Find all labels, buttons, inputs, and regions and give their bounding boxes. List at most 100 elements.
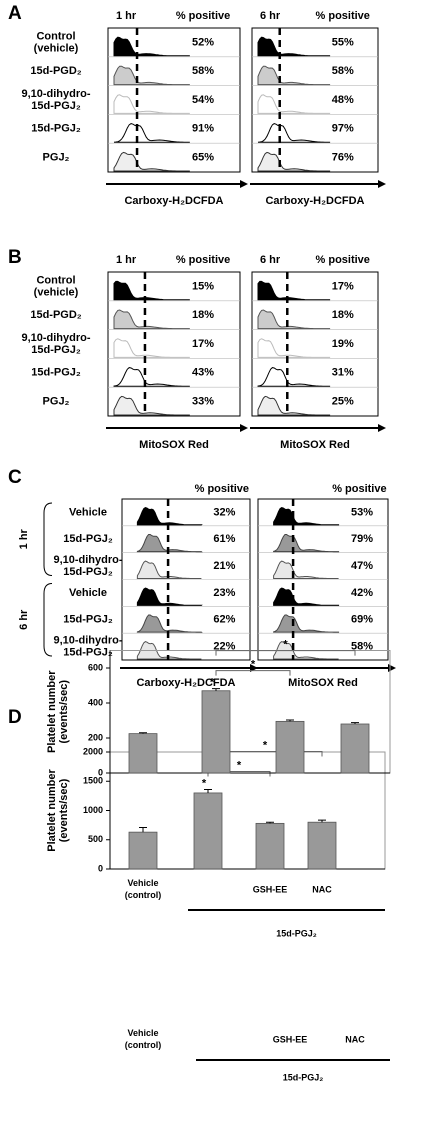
column-header: % positive <box>316 254 370 266</box>
row-label: PGJ₂ <box>43 396 70 408</box>
significance-star: * <box>210 677 215 689</box>
bar <box>193 792 223 870</box>
percent-positive: 42% <box>351 587 373 599</box>
histogram <box>257 151 331 172</box>
histogram <box>113 280 190 301</box>
column-header: % positive <box>195 483 249 495</box>
histogram <box>113 123 190 143</box>
bar <box>201 690 231 774</box>
y-tick-label: 0 <box>98 863 103 873</box>
column-header: % positive <box>332 483 386 495</box>
y-tick-label: 500 <box>88 834 103 844</box>
column-header: % positive <box>176 10 230 22</box>
x-axis-label: MitoSOX Red <box>280 439 350 451</box>
histogram <box>113 36 190 57</box>
arrow-head <box>240 424 248 432</box>
percent-positive: 32% <box>213 506 235 518</box>
significance-bracket <box>207 770 271 777</box>
percent-positive: 18% <box>192 309 214 321</box>
error-bar <box>318 819 326 823</box>
arrow-head <box>240 180 248 188</box>
x-tick-label: Vehicle (control) <box>125 1028 162 1050</box>
arrow-head <box>250 664 258 672</box>
percent-positive: 18% <box>332 309 354 321</box>
error-bar <box>212 688 220 691</box>
histogram <box>136 587 203 606</box>
time-label: 6 hr <box>260 10 281 22</box>
y-tick-label: 200 <box>88 732 103 742</box>
bar <box>255 822 285 870</box>
x-axis-label: Carboxy-H₂DCFDA <box>265 195 364 207</box>
panel-label: D <box>8 707 22 728</box>
percent-positive: 62% <box>213 614 235 626</box>
histogram <box>257 338 331 358</box>
error-bar <box>204 788 212 793</box>
histogram <box>273 506 340 526</box>
y-axis-label: Platelet number(events/sec) <box>46 769 70 852</box>
y-tick-label: 600 <box>88 662 103 672</box>
percent-positive: 47% <box>351 560 373 572</box>
bar <box>275 720 305 774</box>
percent-positive: 65% <box>192 152 214 164</box>
arrow-head <box>378 424 386 432</box>
x-tick-label: NAC <box>345 1034 365 1044</box>
percent-positive: 17% <box>332 280 354 292</box>
x-axis-label: Carboxy-H₂DCFDA <box>124 195 223 207</box>
percent-positive: 48% <box>332 94 354 106</box>
percent-positive: 76% <box>332 152 354 164</box>
row-label: 15d-PGD₂ <box>30 309 81 321</box>
time-label: 1 hr <box>116 254 137 266</box>
percent-positive: 15% <box>192 280 214 292</box>
histogram <box>273 560 339 579</box>
x-tick-label: Vehicle (control) <box>125 878 162 900</box>
percent-positive: 43% <box>192 367 214 379</box>
histogram <box>257 94 331 114</box>
significance-bracket <box>215 650 356 656</box>
x-axis-label: MitoSOX Red <box>288 677 358 689</box>
bar <box>128 831 158 870</box>
histogram <box>257 123 331 143</box>
error-bar <box>139 732 147 734</box>
panel-label: B <box>8 247 22 268</box>
row-label: Control (vehicle) <box>34 30 79 54</box>
row-label: PGJ₂ <box>43 152 70 164</box>
significance-star: * <box>237 759 242 771</box>
arrow-head <box>388 664 396 672</box>
percent-positive: 21% <box>213 560 235 572</box>
row-label: 15d-PGJ₂ <box>31 367 81 379</box>
row-label: Vehicle <box>69 587 107 599</box>
y-tick-label: 1000 <box>83 805 103 815</box>
histogram <box>136 506 203 526</box>
group-label: 1 hr <box>18 528 30 549</box>
histogram <box>136 641 202 660</box>
histogram <box>257 65 331 86</box>
percent-positive: 58% <box>332 65 354 77</box>
group-label: 15d-PGJ₂ <box>283 1072 324 1082</box>
significance-star: * <box>202 777 207 789</box>
y-tick-label: 1500 <box>83 776 103 786</box>
percent-positive: 61% <box>213 533 235 545</box>
row-label: 15d-PGJ₂ <box>31 123 81 135</box>
histogram <box>113 65 190 86</box>
row-label: Control (vehicle) <box>34 274 79 298</box>
histogram <box>257 36 331 57</box>
y-tick-label: 400 <box>88 697 103 707</box>
histogram <box>113 309 190 330</box>
histogram <box>257 395 331 416</box>
row-label: 9,10-dihydro-15d-PGJ₂ <box>53 554 122 578</box>
percent-positive: 19% <box>332 338 354 350</box>
error-bar <box>266 821 274 824</box>
histogram <box>113 395 190 416</box>
group-bracket <box>43 502 53 576</box>
histogram <box>273 534 340 553</box>
x-axis-label: MitoSOX Red <box>139 439 209 451</box>
percent-positive: 58% <box>351 640 373 652</box>
percent-positive: 97% <box>332 123 354 135</box>
error-bar <box>139 826 147 833</box>
histogram <box>273 587 340 606</box>
bar <box>128 733 158 774</box>
group-bracket <box>43 583 53 657</box>
percent-positive: 23% <box>213 587 235 599</box>
panel-label: A <box>8 3 22 24</box>
group-label: 15d-PGJ₂ <box>276 928 317 938</box>
